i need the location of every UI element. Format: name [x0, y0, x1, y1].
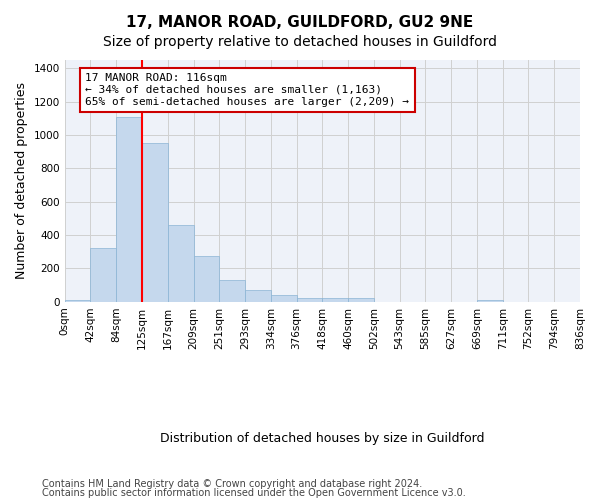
Bar: [91, 248, 116, 302]
Bar: [219, 280, 245, 301]
Bar: [65, 300, 91, 302]
Bar: [142, 144, 168, 302]
Bar: [271, 295, 296, 302]
Text: 17, MANOR ROAD, GUILDFORD, GU2 9NE: 17, MANOR ROAD, GUILDFORD, GU2 9NE: [127, 15, 473, 30]
Bar: [193, 256, 219, 302]
X-axis label: Distribution of detached houses by size in Guildford: Distribution of detached houses by size …: [160, 432, 485, 445]
Text: Size of property relative to detached houses in Guildford: Size of property relative to detached ho…: [103, 35, 497, 49]
Text: Contains HM Land Registry data © Crown copyright and database right 2024.: Contains HM Land Registry data © Crown c…: [42, 479, 422, 489]
Text: 17 MANOR ROAD: 116sqm
← 34% of detached houses are smaller (1,163)
65% of semi-d: 17 MANOR ROAD: 116sqm ← 34% of detached …: [85, 74, 409, 106]
Y-axis label: Number of detached properties: Number of detached properties: [15, 82, 28, 280]
Text: Contains public sector information licensed under the Open Government Licence v3: Contains public sector information licen…: [42, 488, 466, 498]
Bar: [477, 300, 503, 302]
Bar: [296, 298, 322, 302]
Bar: [168, 225, 193, 302]
Bar: [245, 290, 271, 302]
Bar: [116, 116, 142, 302]
Bar: [322, 298, 348, 302]
Bar: [348, 298, 374, 302]
